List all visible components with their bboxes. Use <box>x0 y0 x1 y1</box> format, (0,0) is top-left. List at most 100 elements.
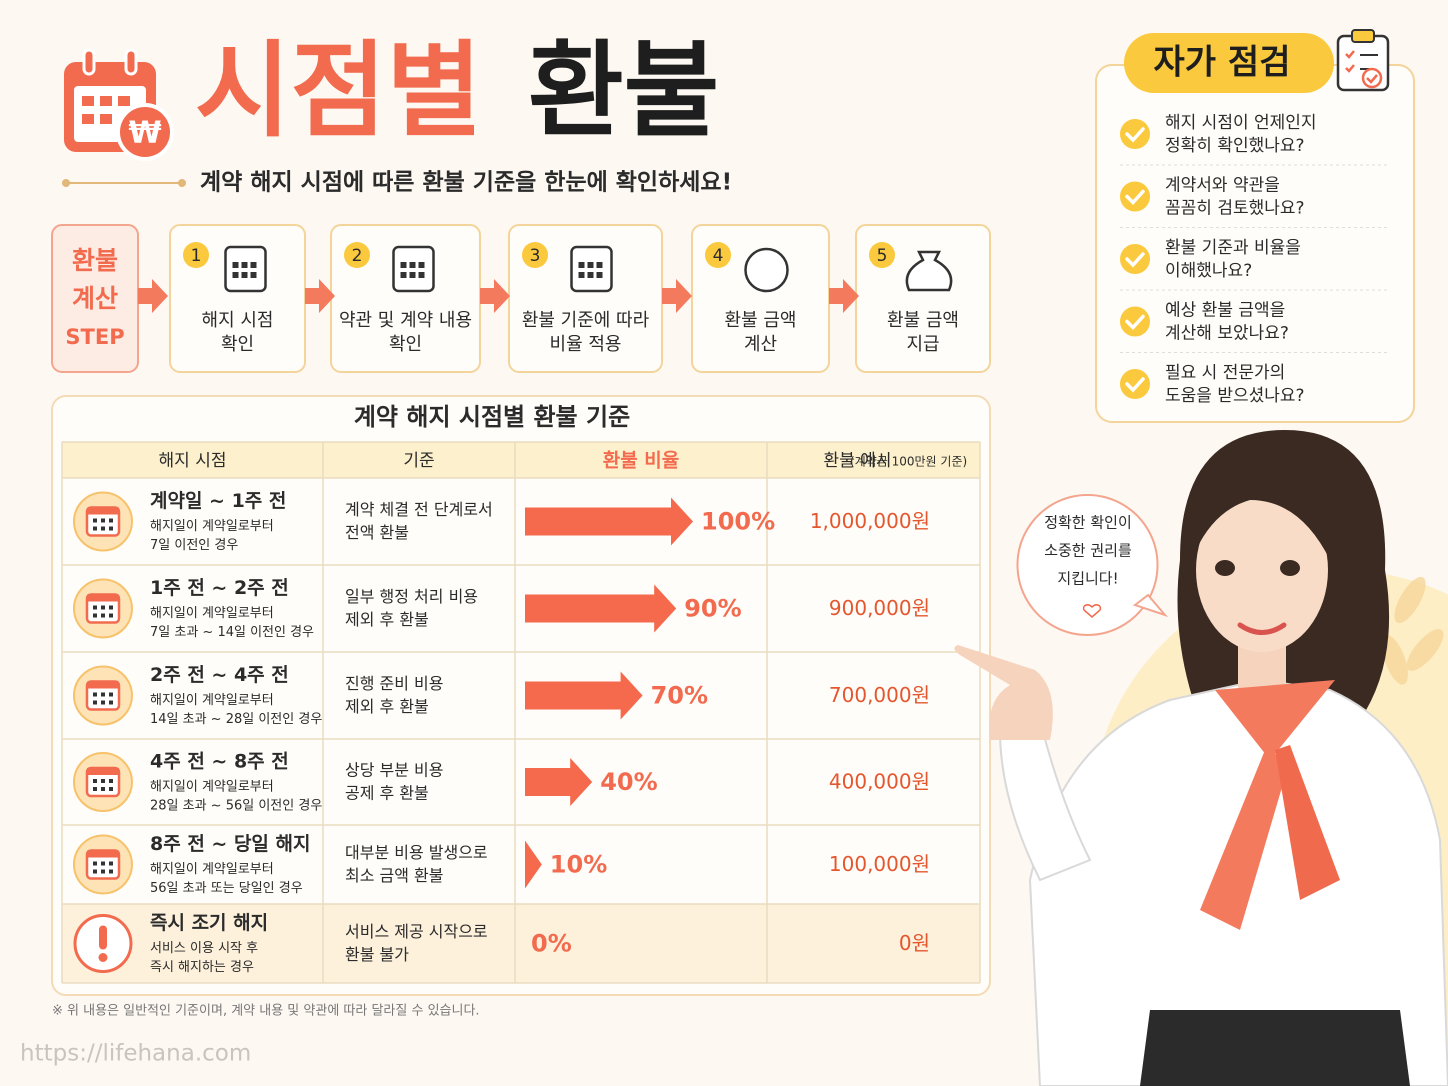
step-label: 계산 <box>72 284 118 313</box>
step-icon-cell <box>400 262 407 268</box>
refund-amount: 900,000원 <box>829 596 930 620</box>
step-icon-cell <box>587 272 594 278</box>
step-text: 확인 <box>221 334 254 355</box>
refund-ratio-arrow <box>525 497 693 546</box>
row-icon-cell <box>109 518 113 523</box>
row-description: 14일 초과 ~ 28일 이전인 경우 <box>150 712 322 727</box>
row-description: 해지일이 계약일로부터 <box>150 780 274 795</box>
step-text: 약관 및 계약 내용 <box>339 310 472 331</box>
table-header: 해지 시점 <box>159 451 227 471</box>
illustration <box>954 430 1448 1086</box>
row-icon-cell <box>101 787 105 791</box>
step-number-badge <box>522 242 548 268</box>
row-icon-cell <box>93 692 97 697</box>
step-icon-cell <box>241 272 248 278</box>
row-icon-cell <box>109 605 113 610</box>
step-icon-cell <box>409 262 416 268</box>
row-description: 해지일이 계약일로부터 <box>150 693 274 708</box>
row-period: 2주 전 ~ 4주 전 <box>150 664 289 686</box>
step-icon-cell <box>596 272 603 278</box>
speech-text: 지킵니다! <box>1057 570 1118 588</box>
check-mark <box>1125 189 1145 206</box>
row-icon-cell <box>109 526 113 531</box>
step-number-badge <box>869 242 895 268</box>
step-number: 5 <box>877 246 888 266</box>
step-icon-cell <box>232 262 239 268</box>
check-mark <box>1125 314 1145 331</box>
row-icon-cell <box>93 869 97 874</box>
table-last-row-bg <box>62 904 980 983</box>
step-number-badge <box>344 242 370 268</box>
checklist-text: 정확히 확인했나요? <box>1165 136 1305 156</box>
step-text: 비율 적용 <box>550 334 622 355</box>
row-period: 4주 전 ~ 8주 전 <box>150 751 289 773</box>
row-icon-cell <box>109 779 113 783</box>
row-basis: 서비스 제공 시작으로 <box>345 922 488 941</box>
row-icon-cell <box>93 605 97 610</box>
step-arrow <box>305 279 335 313</box>
row-description: 서비스 이용 시작 후 <box>150 941 258 956</box>
row-icon-cell <box>93 518 97 523</box>
step-icon-cell <box>250 272 257 278</box>
row-basis: 제외 후 환불 <box>345 610 429 629</box>
row-basis: 환불 불가 <box>345 945 409 964</box>
row-icon-cell <box>101 869 105 874</box>
checklist-text: 이해했나요? <box>1165 261 1252 281</box>
step-number-badge <box>183 242 209 268</box>
row-basis: 최소 금액 환불 <box>345 866 444 885</box>
row-description: 해지일이 계약일로부터 <box>150 862 274 877</box>
step-icon-cell <box>400 272 407 278</box>
row-period: 8주 전 ~ 당일 해지 <box>150 833 310 855</box>
row-icon-cell <box>93 700 97 705</box>
row-basis: 일부 행정 처리 비용 <box>345 587 478 606</box>
table-header-note: (계약금 100만원 기준) <box>850 454 967 469</box>
step-icon-cell <box>578 262 585 268</box>
table-panel <box>51 395 991 996</box>
speech-text: 소중한 권리를 <box>1044 542 1132 560</box>
refund-ratio-arrow <box>525 671 643 720</box>
alert-icon-dot <box>98 953 108 962</box>
step-arrow <box>662 279 692 313</box>
refund-ratio-label: 0% <box>531 930 572 958</box>
row-description: 7일 이전인 경우 <box>150 538 238 553</box>
check-icon <box>1120 119 1150 149</box>
row-basis: 제외 후 환불 <box>345 697 429 716</box>
step-text: 확인 <box>389 334 422 355</box>
checklist-text: 꼼꼼히 검토했나요? <box>1165 199 1305 219</box>
clipboard-icon <box>1336 29 1390 92</box>
row-icon-cell <box>101 692 105 697</box>
row-description: 28일 초과 ~ 56일 이전인 경우 <box>150 799 322 814</box>
row-basis: 전액 환불 <box>345 523 409 542</box>
refund-amount: 100,000원 <box>829 852 930 876</box>
step-arrow <box>480 279 510 313</box>
refund-ratio-arrow <box>525 758 593 806</box>
step-icon <box>392 245 435 293</box>
step-label: 환불 <box>72 246 118 275</box>
row-icon-cell <box>101 779 105 783</box>
row-period: 즉시 조기 해지 <box>150 912 268 934</box>
row-icon-cell <box>101 861 105 866</box>
speech-text: 정확한 확인이 <box>1044 514 1132 532</box>
title-accent: 시점별 <box>195 29 482 151</box>
step-text: 환불 기준에 따라 <box>522 310 650 331</box>
refund-amount: 0원 <box>899 931 930 955</box>
check-icon <box>1120 369 1150 399</box>
step-text: 환불 금액 <box>887 310 959 331</box>
row-icon-cell <box>109 869 113 874</box>
row-icon-cell <box>109 787 113 791</box>
row-basis: 대부분 비용 발생으로 <box>345 843 488 862</box>
checklist-text: 예상 환불 금액을 <box>1165 301 1285 321</box>
check-mark <box>1125 377 1145 393</box>
step-number: 2 <box>352 246 363 266</box>
refund-amount: 700,000원 <box>829 683 930 707</box>
row-icon-cell <box>101 518 105 523</box>
row-icon-cell <box>101 526 105 531</box>
check-icon <box>1120 181 1150 212</box>
title-icon: ₩ <box>64 48 174 161</box>
row-icon-calendar-top <box>87 850 119 858</box>
checklist-text: 계약서와 약관을 <box>1165 176 1280 196</box>
row-period: 1주 전 ~ 2주 전 <box>150 577 289 599</box>
table-header: 기준 <box>403 451 434 471</box>
